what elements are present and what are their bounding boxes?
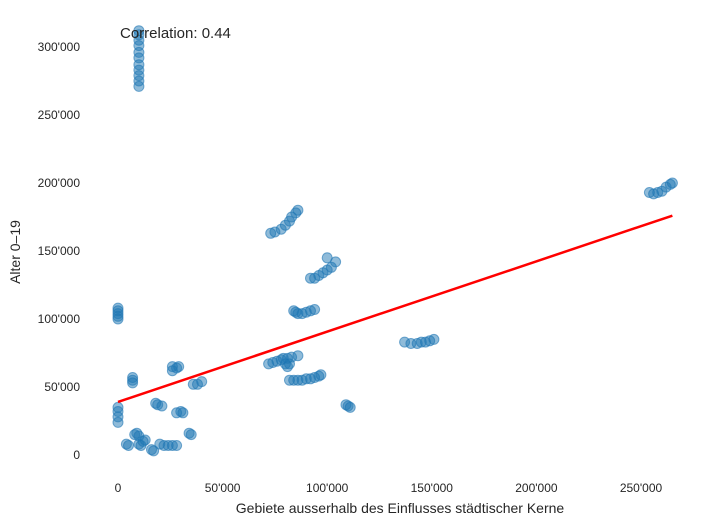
scatter-point-72 <box>292 350 304 362</box>
scatter-point-81 <box>315 369 327 381</box>
x-axis-label: Gebiete ausserhalb des Einflusses städti… <box>236 500 565 516</box>
scatter-point-99 <box>344 401 356 413</box>
scatter-point-33 <box>148 445 160 457</box>
scatter-point-53 <box>196 376 208 388</box>
y-tick-label-0: 0 <box>73 448 80 462</box>
x-tick-label-3: 150'000 <box>411 481 454 495</box>
y-tick-label-1: 50'000 <box>44 380 80 394</box>
y-tick-label-2: 100'000 <box>38 312 81 326</box>
scatter-point-96 <box>321 252 333 264</box>
scatter-point-45 <box>173 361 185 373</box>
scatter-point-50 <box>185 429 197 441</box>
scatter-point-41 <box>171 440 183 451</box>
scatter-point-15 <box>112 313 124 325</box>
scatter-points <box>112 25 678 457</box>
x-tick-label-5: 250'000 <box>620 481 663 495</box>
y-tick-label-6: 300'000 <box>38 40 81 54</box>
y-axis-label: Alter 0–19 <box>7 220 23 284</box>
scatter-point-113 <box>666 177 678 189</box>
x-axis-ticks: 0 50'000 100'000 150'000 200'000 250'000 <box>115 481 663 495</box>
scatter-point-31 <box>137 435 149 447</box>
scatter-point-19 <box>112 416 124 428</box>
scatter-point-24 <box>123 440 134 451</box>
y-tick-label-3: 150'000 <box>38 244 81 258</box>
scatter-point-48 <box>177 407 189 419</box>
scatter-point-61 <box>292 204 304 216</box>
scatter-point-88 <box>309 304 321 315</box>
y-tick-label-4: 200'000 <box>38 176 81 190</box>
y-tick-label-5: 250'000 <box>38 108 81 122</box>
scatter-point-22 <box>127 377 139 389</box>
scatter-point-71 <box>284 358 295 370</box>
scatter-point-106 <box>428 333 440 345</box>
x-tick-label-0: 0 <box>115 481 122 495</box>
x-tick-label-1: 50'000 <box>205 481 241 495</box>
scatter-point-36 <box>156 400 168 412</box>
scatter-point-10 <box>133 80 145 92</box>
correlation-annotation: Correlation: 0.44 <box>120 25 231 42</box>
y-axis-ticks: 0 50'000 100'000 150'000 200'000 250'000 300'0… <box>38 40 81 462</box>
x-tick-label-2: 100'000 <box>306 481 349 495</box>
x-tick-label-4: 200'000 <box>515 481 558 495</box>
regression-line <box>117 214 673 404</box>
